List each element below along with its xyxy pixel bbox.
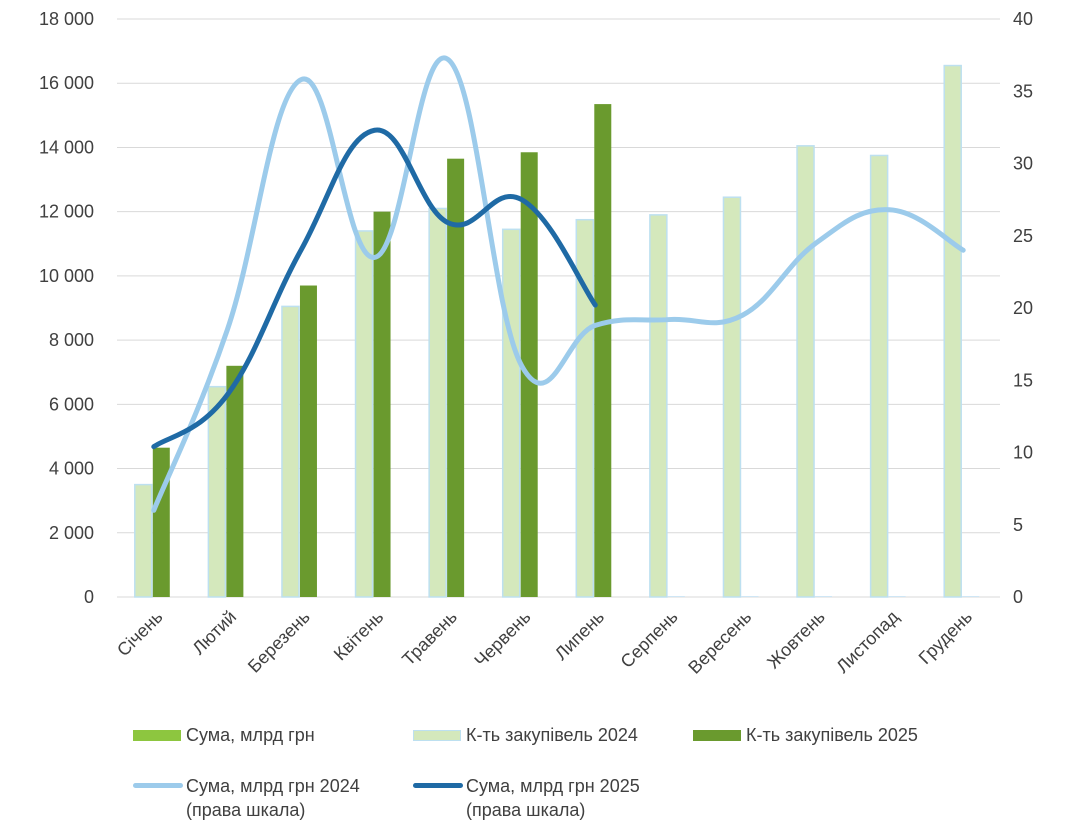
bar-count-2024 [943,64,962,598]
y-right-tick-label: 20 [1013,298,1033,318]
y-left-tick-label: 0 [84,587,94,607]
y-right-tick-label: 25 [1013,226,1033,246]
x-tick-label: Лютий [188,607,240,659]
bar-count-2024 [575,218,595,598]
y-right-tick-label: 0 [1013,587,1023,607]
y-right-tick-label: 5 [1013,515,1023,535]
bar-count-2025-empty [888,596,906,597]
y-left-tick-label: 14 000 [39,137,94,157]
bar-count-2025 [373,211,391,597]
x-tick-label: Червень [470,607,534,671]
bar-count-2024 [796,145,815,598]
bar-count-2024 [428,207,447,598]
legend-swatch-count-2024 [413,730,461,741]
bar-count-2025 [594,104,612,597]
bar-count-2024 [354,230,374,598]
y-left-tick-label: 16 000 [39,73,94,93]
y-right-tick-label: 15 [1013,370,1033,390]
bar-count-2024 [869,154,889,598]
bar-count-2024 [207,385,227,598]
legend-label-sum-2024-line1: Сума, млрд грн 2024 [186,776,360,796]
x-tick-label: Травень [398,607,461,670]
bar-count-2024 [281,305,300,598]
bar-count-2024 [501,228,521,598]
y-right-tick-label: 10 [1013,443,1033,463]
bar-count-2024 [134,483,153,598]
bar-count-2025 [226,365,244,597]
y-left-tick-label: 10 000 [39,266,94,286]
x-tick-label: Жовтень [763,607,829,673]
legend-label-count-2024: К-ть закупівель 2024 [466,725,638,745]
y-right-tick-label: 35 [1013,81,1033,101]
x-tick-label: Серпень [617,607,682,672]
x-tick-label: Березень [244,607,314,677]
legend-swatch-count-2025 [693,730,741,741]
x-tick-label: Листопад [832,606,902,676]
y-left-tick-label: 4 000 [49,459,94,479]
bar-count-2025 [447,158,465,597]
y-right-tick-label: 40 [1013,9,1033,29]
x-tick-label: Грудень [915,607,976,668]
legend-label-count-2025: К-ть закупівель 2025 [746,725,918,745]
legend-swatch-sum-2024-line [133,783,183,788]
legend-swatch-suma [133,730,181,741]
line-sum-2025 [151,127,598,450]
bar-count-2025-empty [962,596,980,597]
y-left-tick-label: 2 000 [49,523,94,543]
legend-label-sum-2025-line1: Сума, млрд грн 2025 [466,776,640,796]
legend-swatch-sum-2025-line [413,783,463,788]
legend-label-sum-2024: Сума, млрд грн 2024 (права шкала) [186,774,360,822]
bar-count-2024 [722,196,742,598]
bar-count-2024 [649,214,668,598]
x-tick-label: Липень [551,607,608,664]
x-tick-label: Квітень [330,607,388,665]
y-right-tick-label: 30 [1013,154,1033,174]
x-tick-label: Січень [113,607,167,661]
y-left-tick-label: 8 000 [49,330,94,350]
bar-count-2025 [299,285,317,597]
legend-label-suma: Сума, млрд грн [186,725,315,745]
combo-chart: 0 2 000 4 000 6 000 8 000 10 000 12 000 14 000 1… [39,9,1033,678]
legend-label-sum-2025-line2: (права шкала) [466,800,586,820]
bar-count-2025 [152,447,170,597]
x-tick-label: Вересень [684,607,755,678]
y-left-tick-label: 6 000 [49,394,94,414]
y-left-tick-label: 12 000 [39,202,94,222]
bar-count-2025-empty [741,596,759,597]
legend-label-sum-2025: Сума, млрд грн 2025 (права шкала) [466,774,640,822]
bar-count-2025-empty [667,596,685,597]
bar-count-2025-empty [815,596,833,597]
y-left-tick-label: 18 000 [39,9,94,29]
line-sum-2024 [151,55,966,513]
legend-label-sum-2024-line2: (права шкала) [186,800,306,820]
